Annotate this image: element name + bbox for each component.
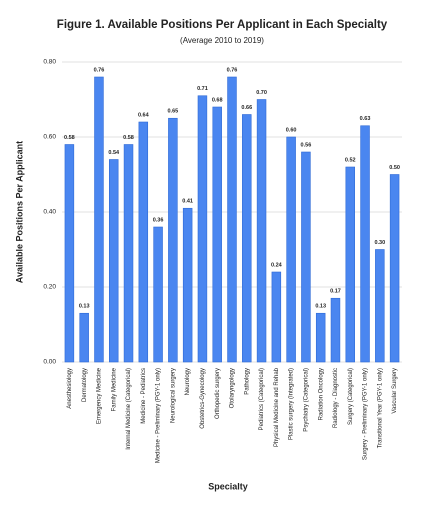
value-label: 0.13 — [79, 304, 90, 310]
bar — [138, 121, 149, 363]
bar — [109, 159, 119, 363]
bar — [330, 297, 341, 363]
chart-subtitle: (Average 2010 to 2019) — [180, 36, 264, 45]
value-label: 0.68 — [212, 97, 223, 103]
value-label: 0.36 — [153, 217, 164, 223]
x-tick-label: Medicine - Pediatrics — [141, 368, 147, 424]
value-label: 0.70 — [256, 90, 267, 96]
bar — [94, 76, 104, 363]
y-tick-label: 0.40 — [43, 209, 56, 216]
bar — [375, 249, 385, 363]
bar — [301, 151, 311, 363]
bar — [242, 114, 252, 363]
x-tick-label: Surgery (Categorical) — [348, 368, 354, 425]
y-tick-label: 0.00 — [43, 359, 56, 366]
bar — [360, 125, 370, 363]
x-tick-label: Pediatrics (Categorical) — [259, 368, 265, 430]
value-label: 0.71 — [197, 86, 208, 92]
y-tick-label: 0.20 — [43, 284, 56, 291]
y-axis-title: Available Positions Per Applicant — [14, 141, 24, 283]
value-label: 0.60 — [286, 127, 297, 133]
x-tick-label: Vascular Surgery — [392, 368, 398, 414]
value-label: 0.54 — [108, 150, 120, 156]
bar — [153, 226, 163, 363]
value-label: 0.76 — [227, 67, 238, 73]
x-tick-label: Emergency Medicine — [97, 367, 103, 424]
x-tick-label: Radiation Oncology — [318, 368, 324, 420]
x-tick-label: Physical Medicine and Rehab — [274, 367, 280, 447]
value-label: 0.13 — [315, 304, 326, 310]
x-tick-label: Dermatology — [82, 368, 88, 402]
value-label: 0.63 — [360, 116, 371, 122]
value-label: 0.56 — [301, 142, 312, 148]
value-label: 0.17 — [330, 289, 341, 295]
value-label: 0.52 — [345, 157, 356, 163]
value-label: 0.50 — [389, 165, 400, 171]
value-label: 0.58 — [64, 135, 75, 141]
x-tick-label: Plastic surgery (Integrated) — [289, 368, 295, 440]
value-label: 0.65 — [168, 109, 179, 115]
bar — [168, 117, 178, 363]
bar — [123, 144, 134, 363]
chart-title: Figure 1. Available Positions Per Applic… — [57, 19, 388, 31]
value-label: 0.76 — [94, 67, 105, 73]
bar — [227, 76, 237, 363]
x-tick-label: Medicine - Preliminary (PGY-1 only) — [156, 368, 162, 463]
value-label: 0.58 — [123, 135, 134, 141]
x-tick-label: Internal Medicine (Categorical) — [126, 368, 132, 450]
x-tick-label: Otolaryngology — [230, 368, 236, 408]
value-label: 0.41 — [182, 199, 193, 205]
value-label: 0.24 — [271, 262, 283, 268]
bar — [197, 95, 208, 363]
x-tick-label: Pathology — [244, 368, 250, 395]
bar — [271, 271, 282, 363]
bar — [315, 312, 326, 363]
bar — [79, 312, 89, 363]
x-tick-label: Surgery - Preliminary (PGY-1 only) — [363, 368, 369, 460]
bar — [256, 99, 267, 363]
y-tick-label: 0.60 — [43, 134, 56, 141]
x-tick-label: Anesthesiology — [67, 368, 73, 409]
bar — [64, 144, 75, 363]
y-tick-label: 0.80 — [43, 59, 56, 66]
bar — [212, 106, 222, 363]
x-tick-label: Radiology - Diagnostic — [333, 368, 339, 428]
x-tick-label: Obstetrics-Gynecology — [200, 368, 206, 429]
value-label: 0.66 — [241, 105, 252, 111]
bar — [182, 207, 193, 363]
bar — [345, 166, 355, 363]
x-tick-label: Orthopedic surgery — [215, 368, 221, 419]
bar — [286, 136, 296, 363]
x-tick-label: Family Medicine — [111, 367, 117, 411]
x-tick-label: Transitional Year (PGY-1 only) — [377, 368, 383, 448]
x-tick-label: Neurological surgery — [170, 368, 176, 423]
x-tick-label: Psychiatry (Categorical) — [303, 368, 309, 432]
value-label: 0.64 — [138, 112, 150, 118]
x-axis-title: Specialty — [208, 481, 248, 491]
x-tick-label: Neurology — [185, 368, 191, 395]
value-label: 0.30 — [374, 240, 385, 246]
bar — [389, 174, 400, 363]
